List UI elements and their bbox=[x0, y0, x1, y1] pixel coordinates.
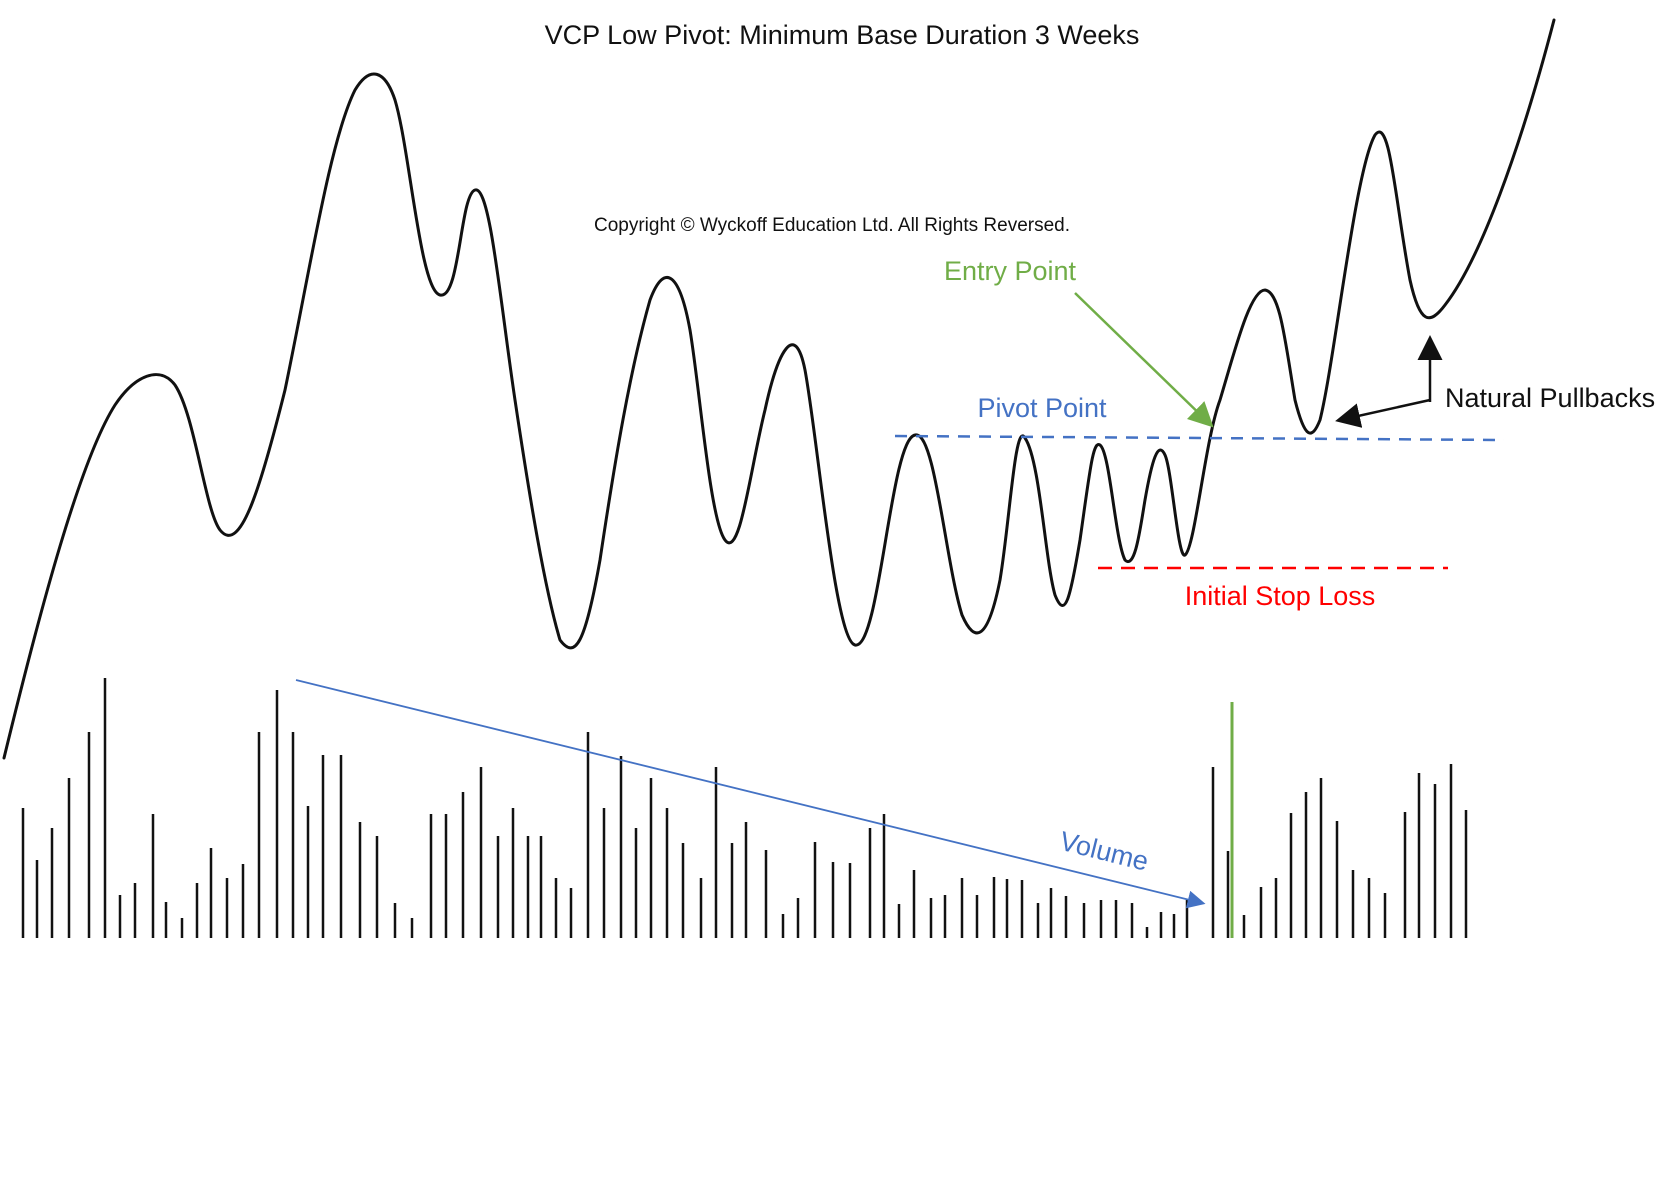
natural-pullbacks-label: Natural Pullbacks bbox=[1445, 383, 1655, 413]
pullback-arrow-left bbox=[1335, 398, 1431, 428]
volume-bars bbox=[21, 678, 1468, 938]
volume-trend-arrow bbox=[295, 679, 1206, 909]
diagram-title: VCP Low Pivot: Minimum Base Duration 3 W… bbox=[545, 20, 1140, 50]
price-curve bbox=[2, 18, 1556, 760]
pivot-point-label: Pivot Point bbox=[977, 393, 1107, 423]
pivot-line bbox=[894, 434, 1505, 442]
volume-label: Volume bbox=[1057, 826, 1152, 877]
initial-stop-loss-label: Initial Stop Loss bbox=[1185, 581, 1376, 611]
entry-point-label: Entry Point bbox=[944, 256, 1077, 286]
entry-point-arrow bbox=[1074, 292, 1214, 428]
copyright-notice: Copyright © Wyckoff Education Ltd. All R… bbox=[594, 215, 1070, 236]
